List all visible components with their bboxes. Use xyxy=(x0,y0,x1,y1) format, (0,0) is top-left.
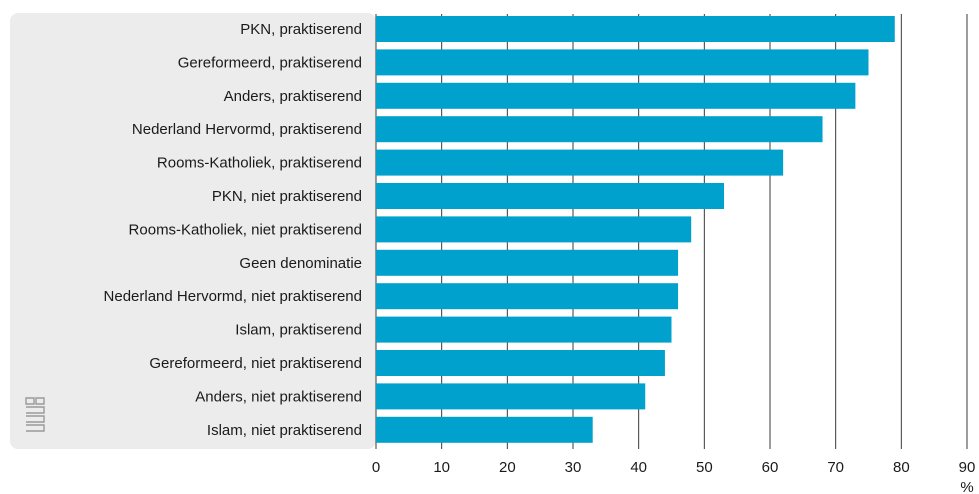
category-label: Islam, praktiserend xyxy=(235,322,362,339)
bar xyxy=(376,216,692,243)
bar xyxy=(376,350,665,376)
x-tick-label: 40 xyxy=(630,459,647,476)
category-label: Geen denominatie xyxy=(239,255,362,272)
x-tick-label: 60 xyxy=(762,459,779,476)
category-label: Rooms-Katholiek, praktiserend xyxy=(157,155,362,172)
category-label: Rooms-Katholiek, niet praktiserend xyxy=(129,221,362,238)
x-tick-label: 30 xyxy=(565,459,582,476)
cbs-logo xyxy=(25,397,45,432)
x-tick-label: 20 xyxy=(499,459,516,476)
bar xyxy=(376,116,823,143)
bar xyxy=(376,249,679,276)
category-label: Anders, niet praktiserend xyxy=(195,388,362,405)
category-label: Gereformeerd, praktiserend xyxy=(178,54,362,71)
bar xyxy=(376,383,646,410)
bar xyxy=(376,183,725,209)
x-axis-tick-labels: 0 10 20 30 40 50 60 70 80 90 xyxy=(372,459,976,476)
category-label: Nederland Hervormd, praktiserend xyxy=(132,121,362,138)
bar xyxy=(376,49,869,76)
x-tick-label: 10 xyxy=(433,459,450,476)
category-label: Anders, praktiserend xyxy=(224,88,362,105)
x-tick-label: 0 xyxy=(372,459,380,476)
x-tick-label: 70 xyxy=(827,459,844,476)
bar xyxy=(376,16,895,42)
category-label: Gereformeerd, niet praktiserend xyxy=(149,355,362,372)
x-tick-label: 80 xyxy=(893,459,910,476)
bar xyxy=(376,149,784,176)
category-labels: PKN, praktiserend Gereformeerd, praktiser… xyxy=(104,21,362,439)
bar xyxy=(376,416,593,443)
category-label: PKN, praktiserend xyxy=(240,21,362,38)
bar xyxy=(376,283,679,310)
x-axis-unit-label: % xyxy=(960,479,973,494)
x-tick-label: 50 xyxy=(696,459,713,476)
x-tick-label: 90 xyxy=(959,459,976,476)
category-label-panel xyxy=(10,13,376,449)
category-label: Nederland Hervormd, niet praktiserend xyxy=(104,288,362,305)
bar xyxy=(376,316,672,343)
category-label: Islam, niet praktiserend xyxy=(207,422,362,439)
bar xyxy=(376,82,856,109)
bars xyxy=(376,16,895,443)
category-label: PKN, niet praktiserend xyxy=(212,188,362,205)
